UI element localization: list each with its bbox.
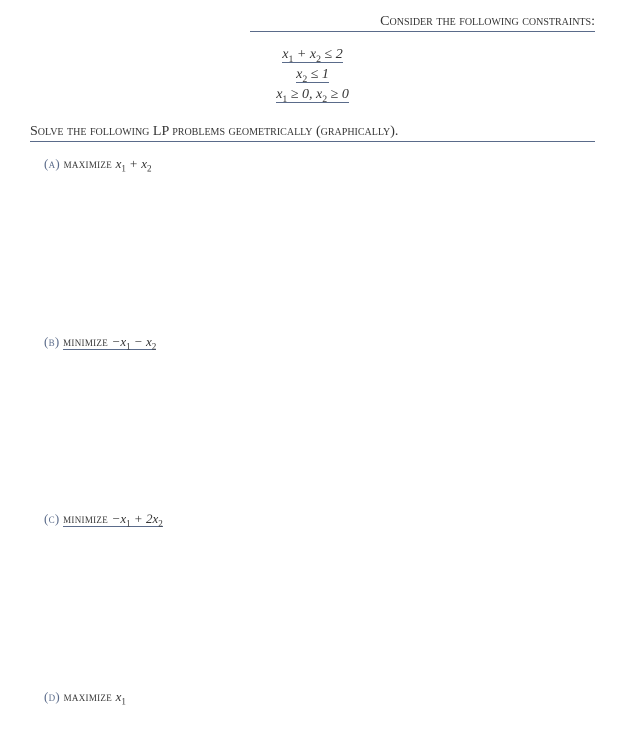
item-d-label: (d) bbox=[44, 689, 60, 704]
constraints-block: x1 + x2 ≤ 2 x2 ≤ 1 x1 ≥ 0, x2 ≥ 0 bbox=[30, 46, 595, 106]
c3-op2: ≥ bbox=[331, 87, 339, 102]
c3-op1: ≥ bbox=[291, 87, 299, 102]
constraint-3: x1 ≥ 0, x2 ≥ 0 bbox=[30, 86, 595, 106]
c1-rhs: 2 bbox=[336, 47, 343, 62]
c2-rhs: 1 bbox=[322, 67, 329, 82]
c2-lhs: x2 bbox=[296, 67, 307, 82]
item-b: (b) minimize −x1 − x2 bbox=[44, 334, 595, 352]
item-d-expr: x1 bbox=[116, 689, 126, 704]
item-a: (a) maximize x1 + x2 bbox=[44, 156, 595, 174]
constraint-1: x1 + x2 ≤ 2 bbox=[30, 46, 595, 66]
item-a-label: (a) bbox=[44, 156, 60, 171]
page: Consider the following constraints: x1 +… bbox=[0, 0, 625, 735]
item-d-verb: maximize bbox=[64, 689, 112, 704]
c2-op: ≤ bbox=[311, 67, 319, 82]
item-a-verb: maximize bbox=[64, 156, 112, 171]
c1-lhs: x1 + x2 bbox=[282, 47, 321, 62]
item-c-verb: minimize bbox=[63, 511, 108, 526]
c3-lhs: x1 bbox=[276, 87, 287, 102]
c3-rhs: 0 bbox=[342, 87, 349, 102]
constraint-2: x2 ≤ 1 bbox=[30, 66, 595, 86]
item-a-expr: x1 + x2 bbox=[116, 156, 152, 171]
item-b-label: (b) bbox=[44, 334, 60, 349]
c1-op: ≤ bbox=[325, 47, 333, 62]
item-c-label: (c) bbox=[44, 511, 60, 526]
section-heading: Solve the following LP problems geometri… bbox=[30, 124, 595, 142]
item-b-expr: −x1 − x2 bbox=[112, 334, 157, 349]
page-title: Consider the following constraints: bbox=[250, 14, 595, 32]
c3-mid: 0, x2 bbox=[302, 87, 327, 102]
item-b-verb: minimize bbox=[63, 334, 108, 349]
item-c: (c) minimize −x1 + 2x2 bbox=[44, 511, 595, 529]
item-c-expr: −x1 + 2x2 bbox=[112, 511, 163, 526]
item-d: (d) maximize x1 bbox=[44, 689, 595, 707]
